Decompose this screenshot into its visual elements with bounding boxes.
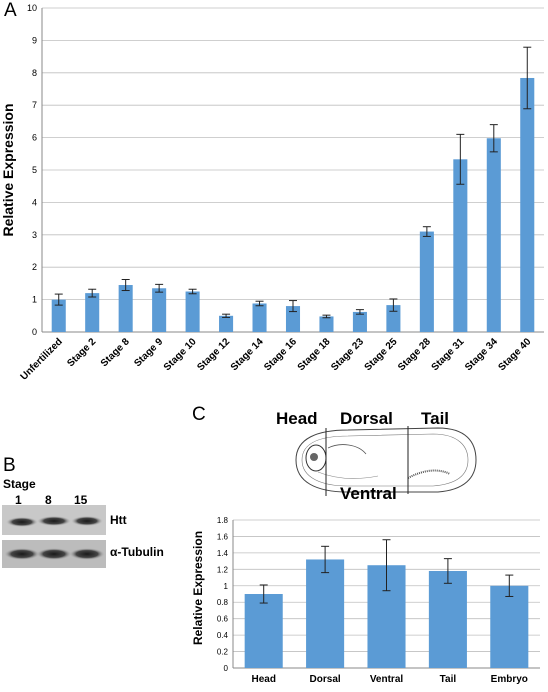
blot-lane-15: 15	[74, 493, 88, 507]
y-tick-label: 6	[32, 133, 37, 143]
panel-letter-c: C	[192, 404, 206, 425]
bar	[152, 288, 167, 332]
bar	[319, 316, 334, 332]
bar	[352, 311, 367, 332]
y-tick-label: 0.6	[217, 615, 229, 624]
chart-a-developmental-expression: Relative Expression 0 1 2 3 4 5 6 7 8 9 10 Unfertil…	[0, 3, 544, 383]
bar	[386, 305, 401, 332]
chart-c-y-axis-label: Relative Expression	[191, 531, 205, 645]
blot-lane-1: 1	[15, 493, 22, 507]
bar	[118, 285, 133, 332]
x-category-label: Dorsal	[310, 674, 341, 685]
y-tick-label: 0.2	[217, 648, 229, 657]
bar	[85, 293, 100, 332]
bar	[419, 231, 434, 332]
y-tick-label: 8	[32, 68, 37, 78]
bar	[367, 565, 406, 668]
htt-band-15	[71, 516, 103, 526]
tubulin-band-1	[4, 548, 40, 560]
bar	[520, 77, 535, 332]
blot-band-tubulin: α-Tubulin	[110, 545, 164, 559]
x-category-label: Ventral	[370, 674, 404, 685]
tubulin-band-15	[69, 548, 105, 560]
blot-band-htt: Htt	[110, 513, 127, 527]
htt-band-1	[6, 517, 38, 527]
x-category-label: Embryo	[491, 674, 528, 685]
x-category-label: Stage 10	[162, 336, 199, 373]
x-category-label: Stage 40	[497, 336, 534, 373]
htt-band-8	[37, 516, 71, 526]
y-tick-label: 1	[224, 582, 229, 591]
x-category-label: Stage 31	[430, 336, 467, 373]
x-category-label: Stage 8	[99, 336, 132, 369]
x-category-label: Stage 9	[132, 336, 165, 369]
y-tick-label: 4	[32, 197, 37, 207]
x-category-label: Stage 23	[329, 336, 366, 373]
y-tick-label: 2	[32, 262, 37, 272]
y-tick-label: 7	[32, 100, 37, 110]
x-category-label: Stage 2	[65, 336, 98, 369]
y-tick-label: 10	[27, 3, 37, 13]
x-category-label: Stage 28	[396, 336, 433, 373]
western-blot-image	[2, 505, 106, 568]
embryo-region-ventral: Ventral	[340, 484, 397, 503]
x-category-label: Stage 34	[463, 336, 500, 373]
x-category-label: Stage 25	[363, 336, 400, 373]
tadpole-embryo-diagram	[295, 426, 477, 496]
y-tick-label: 0	[224, 664, 229, 673]
bar	[219, 315, 234, 332]
x-category-label: Unfertilized	[19, 336, 65, 382]
x-category-label: Stage 14	[229, 336, 266, 373]
y-tick-label: 0	[32, 327, 37, 337]
bar	[185, 291, 200, 332]
embryo-region-dorsal: Dorsal	[340, 409, 393, 428]
bar	[428, 570, 467, 668]
bar	[486, 138, 501, 332]
bar	[453, 159, 468, 332]
blot-stage-label: Stage	[3, 477, 36, 491]
x-category-label: Stage 16	[262, 336, 299, 373]
panel-letter-b: B	[3, 455, 16, 476]
y-tick-label: 1.2	[217, 565, 229, 574]
embryo-region-head: Head	[276, 409, 318, 428]
bar	[252, 303, 267, 332]
y-tick-label: 1	[32, 295, 37, 305]
y-tick-label: 5	[32, 165, 37, 175]
y-tick-label: 0.8	[217, 598, 229, 607]
x-category-label: Stage 18	[296, 336, 333, 373]
y-tick-label: 0.4	[217, 631, 229, 640]
y-tick-label: 1.6	[217, 532, 229, 541]
bar	[244, 594, 283, 668]
x-category-label: Head	[251, 674, 275, 685]
y-tick-label: 9	[32, 35, 37, 45]
tubulin-band-8	[36, 548, 72, 560]
y-tick-label: 3	[32, 230, 37, 240]
bar	[51, 299, 66, 332]
y-tick-label: 1.4	[217, 549, 229, 558]
bar	[285, 306, 301, 332]
panel-letter-a: A	[4, 0, 17, 21]
chart-a-y-axis-label: Relative Expression	[0, 103, 16, 236]
embryo-region-tail: Tail	[421, 409, 450, 428]
bar	[306, 559, 345, 668]
bar	[490, 585, 529, 668]
x-category-label: Stage 12	[195, 336, 232, 373]
blot-lane-8: 8	[45, 493, 52, 507]
y-tick-label: 1.8	[217, 516, 229, 525]
x-category-label: Tail	[440, 674, 457, 685]
